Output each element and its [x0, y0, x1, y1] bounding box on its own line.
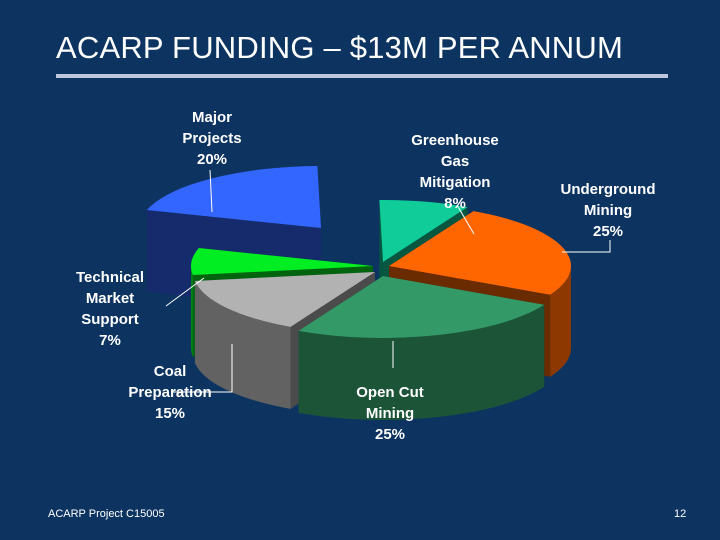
slice-label: Technical Market Support 7% [76, 269, 144, 349]
leader-line [562, 240, 611, 253]
leader-line [172, 344, 233, 393]
slice-label: Underground Mining 25% [561, 181, 656, 240]
pie-slice [298, 276, 545, 420]
slice-label: Major Projects 20% [182, 109, 241, 168]
title-underline [56, 74, 668, 78]
slice-label: Greenhouse Gas Mitigation 8% [411, 132, 499, 212]
slice-label: Open Cut Mining 25% [356, 384, 424, 443]
leader-line [209, 169, 213, 213]
leader-line [456, 204, 475, 235]
slice-label: Coal Preparation 15% [128, 363, 211, 422]
footer-project-id: ACARP Project C15005 [48, 508, 165, 520]
page-number: 12 [674, 508, 687, 520]
pie-chart: Greenhouse Gas Mitigation 8% Underground Mini… [76, 109, 656, 443]
leader-line [165, 277, 205, 307]
slide-title: ACARP FUNDING – $13M PER ANNUM [56, 30, 623, 65]
